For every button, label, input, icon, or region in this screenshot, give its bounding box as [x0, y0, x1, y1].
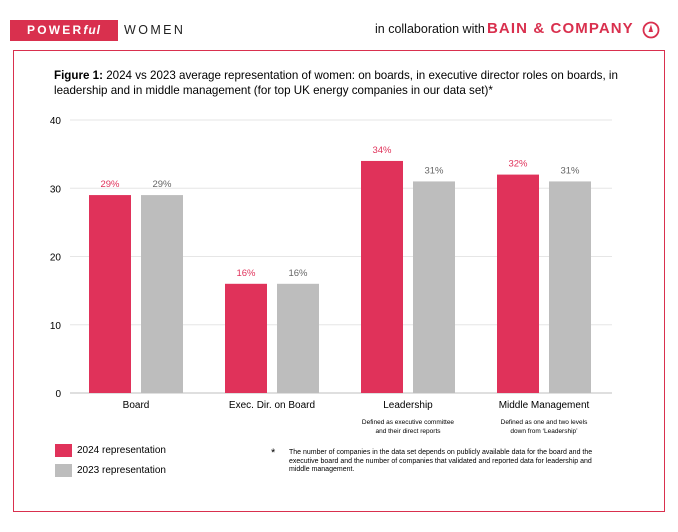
figure-frame — [13, 50, 665, 512]
powerful-logo: POWERful — [10, 20, 118, 41]
category-note-2: Defined as executive committee and their … — [362, 419, 455, 435]
bain-compass-icon — [642, 21, 660, 39]
collaboration-text: in collaboration with — [375, 22, 485, 36]
bar-2023-0 — [141, 195, 183, 393]
legend-label-2023: 2023 representation — [77, 465, 166, 477]
legend-swatch-2023 — [55, 464, 72, 477]
data-label-2023-0: 29% — [152, 179, 172, 190]
bar-2023-1 — [277, 283, 319, 393]
data-label-2024-3: 32% — [508, 159, 528, 170]
bar-2023-3 — [549, 181, 591, 393]
category-label-1: Exec. Dir. on Board — [229, 400, 315, 411]
bar-2024-0 — [89, 195, 131, 393]
bar-2024-1 — [225, 283, 267, 393]
legend-item-2024: 2024 representation — [55, 444, 166, 457]
data-label-2023-1: 16% — [288, 268, 308, 279]
footnote: * The number of companies in the data se… — [271, 447, 611, 475]
y-tick-label-20: 20 — [50, 253, 62, 264]
logo-women-text: WOMEN — [124, 23, 186, 37]
y-tick-label-10: 10 — [50, 321, 62, 332]
y-tick-label-0: 0 — [55, 389, 61, 400]
y-tick-label-30: 30 — [50, 184, 62, 195]
category-label-2: Leadership — [383, 400, 433, 411]
figure-title-text: 2024 vs 2023 average representation of w… — [54, 69, 618, 97]
legend-swatch-2024 — [55, 444, 72, 457]
category-note-3: Defined as one and two levels down from ‘… — [501, 419, 588, 435]
bar-2024-2 — [361, 160, 403, 393]
data-label-2024-1: 16% — [236, 268, 256, 279]
bar-2023-2 — [413, 181, 455, 393]
bar-2024-3 — [497, 174, 539, 393]
figure-title: Figure 1: 2024 vs 2023 average represent… — [54, 68, 624, 98]
logo-power-text: POWER — [26, 23, 84, 37]
footnote-star: * — [271, 447, 276, 459]
category-label-0: Board — [123, 400, 150, 411]
legend-item-2023: 2023 representation — [55, 464, 166, 477]
legend-label-2024: 2024 representation — [77, 445, 166, 457]
data-label-2023-2: 31% — [424, 165, 444, 176]
logo-ful-text: ful — [83, 23, 101, 37]
category-label-3: Middle Management — [499, 400, 590, 411]
data-label-2023-3: 31% — [560, 165, 580, 176]
data-label-2024-2: 34% — [372, 145, 392, 156]
y-tick-label-40: 40 — [50, 116, 62, 127]
data-label-2024-0: 29% — [100, 179, 120, 190]
bain-logo-text: BAIN & COMPANY — [487, 20, 634, 37]
figure-label: Figure 1: — [54, 69, 103, 82]
footnote-text: The number of companies in the data set … — [289, 449, 593, 473]
